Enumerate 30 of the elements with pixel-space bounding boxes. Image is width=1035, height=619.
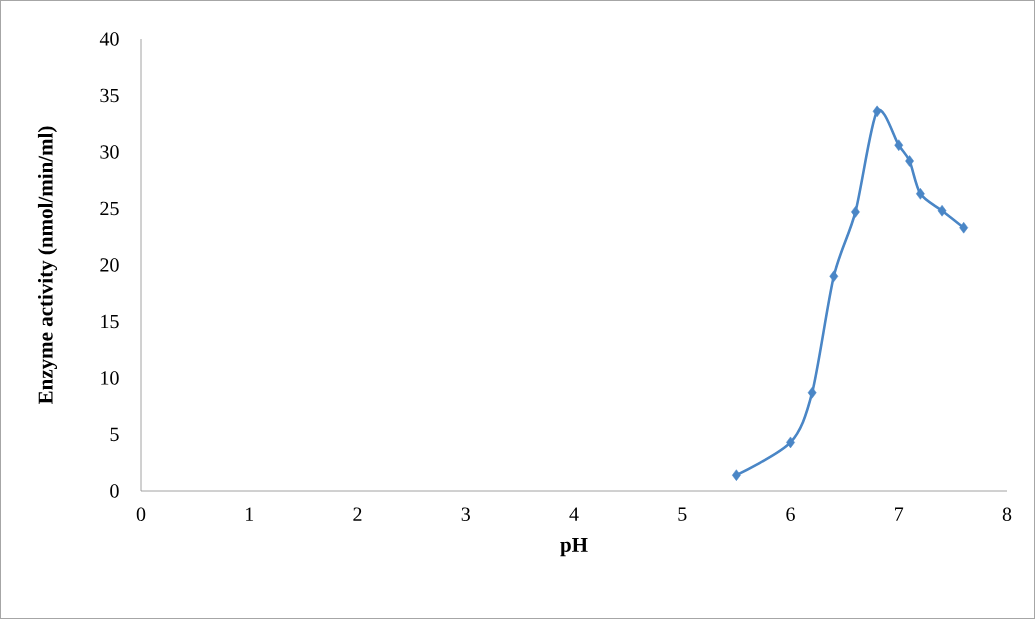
point	[916, 188, 925, 200]
x-tick-label: 6	[786, 507, 795, 521]
x-tick-label: 3	[461, 507, 470, 521]
point	[959, 221, 969, 234]
x-tick-label: 7	[895, 507, 904, 521]
x-tick-label: 0	[136, 507, 146, 522]
y-tick-label: 10	[101, 371, 119, 385]
y-tick-label: 35	[100, 88, 119, 103]
point	[807, 386, 817, 399]
point	[829, 270, 839, 283]
x-tick-label: 5	[678, 507, 687, 521]
y-tick-label: 5	[110, 427, 119, 442]
y-axis-title: Enzyme activity (nmol/min/ml)	[37, 126, 58, 405]
y-tick-label: 15	[101, 314, 119, 329]
x-tick-label: 1	[246, 507, 254, 521]
point	[905, 155, 914, 167]
point	[872, 105, 882, 118]
x-tick-label: 8	[1002, 507, 1012, 522]
x-axis-title: pH	[560, 537, 588, 557]
x-tick-label: 2	[353, 507, 362, 521]
y-tick-label: 20	[100, 258, 119, 272]
y-tick-label: 30	[100, 145, 119, 159]
x-tick-label: 4	[569, 507, 579, 521]
point	[937, 205, 947, 217]
y-tick-label: 25	[100, 201, 119, 216]
y-tick-label: 40	[99, 32, 119, 46]
point	[894, 139, 904, 151]
point	[851, 206, 860, 218]
y-tick-label: 0	[110, 484, 119, 498]
point	[732, 469, 741, 481]
